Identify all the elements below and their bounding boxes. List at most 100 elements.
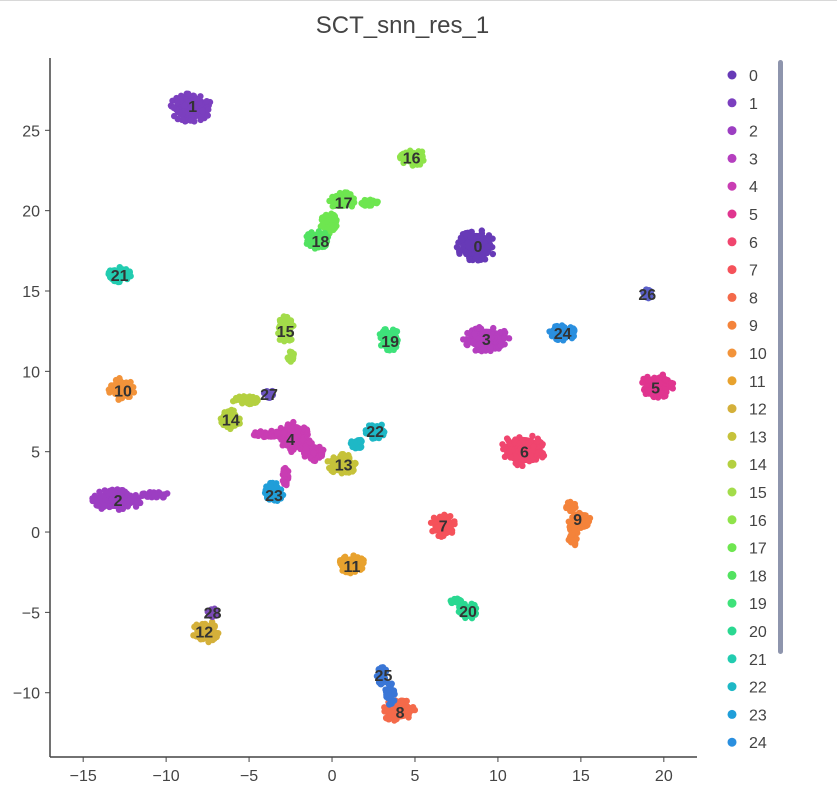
cluster-5-point (639, 379, 646, 386)
cluster-6-points (499, 432, 548, 470)
legend-item-13[interactable]: 13 (727, 429, 767, 446)
cluster-20-point (448, 597, 455, 605)
cluster-17-point (331, 212, 338, 220)
chart-title: SCT_snn_res_1 (315, 12, 490, 39)
legend-scrollbar[interactable] (778, 60, 783, 654)
legend-label: 20 (749, 624, 767, 641)
cluster-28-points (204, 605, 220, 621)
y-tick-label: −5 (22, 605, 40, 622)
legend-item-24[interactable]: 24 (727, 735, 767, 752)
cluster-4-point (306, 439, 313, 446)
legend-marker (727, 515, 737, 525)
legend-label: 13 (749, 429, 767, 446)
cluster-3-point (487, 345, 494, 352)
cluster-15-point (280, 313, 288, 320)
cluster-24-label: 24 (554, 326, 572, 343)
legend-item-1[interactable]: 1 (727, 96, 759, 113)
cluster-15-point (276, 322, 284, 329)
legend-marker (727, 570, 737, 580)
cluster-22-points (347, 421, 388, 452)
cluster-14-label: 14 (222, 413, 240, 430)
legend-item-4[interactable]: 4 (727, 179, 759, 196)
cluster-22-point (376, 427, 383, 434)
cluster-17-point (318, 222, 326, 229)
x-tick-label: −10 (153, 768, 180, 785)
legend-item-0[interactable]: 0 (727, 68, 759, 85)
cluster-20-points (447, 595, 480, 622)
legend-item-18[interactable]: 18 (727, 568, 767, 585)
cluster-27-label: 27 (260, 387, 278, 404)
cluster-9-label: 9 (573, 512, 582, 529)
legend-item-21[interactable]: 21 (727, 652, 767, 669)
legend-item-8[interactable]: 8 (727, 290, 759, 307)
legend-label: 2 (749, 124, 758, 141)
legend-item-19[interactable]: 19 (727, 596, 767, 613)
legend-label: 23 (749, 707, 767, 724)
cluster-4-label: 4 (286, 432, 295, 449)
legend-item-10[interactable]: 10 (727, 346, 767, 363)
cluster-2-points (89, 486, 171, 513)
cluster-17-label: 17 (335, 196, 353, 213)
legend-item-12[interactable]: 12 (727, 402, 767, 419)
legend-item-17[interactable]: 17 (727, 541, 767, 558)
cluster-25-point (382, 666, 390, 674)
cluster-0-label: 0 (474, 239, 483, 256)
legend-item-7[interactable]: 7 (727, 263, 759, 280)
cluster-7-point (440, 520, 447, 527)
cluster-6-point (539, 440, 546, 448)
y-tick-label: 10 (22, 364, 40, 381)
legend-item-11[interactable]: 11 (727, 374, 766, 391)
cluster-12-point (198, 622, 205, 629)
cluster-7-point (427, 519, 435, 526)
legend-item-23[interactable]: 23 (727, 707, 767, 724)
cluster-5-point (644, 377, 652, 384)
cluster-6-point (505, 437, 512, 444)
cluster-15-point (278, 330, 285, 337)
cluster-1-point (189, 107, 196, 114)
cluster-23-point (277, 486, 285, 493)
legend-marker (727, 265, 737, 275)
cluster-26-points (640, 286, 655, 302)
cluster-6-point (524, 440, 532, 447)
legend-item-5[interactable]: 5 (727, 207, 759, 224)
legend-item-15[interactable]: 15 (727, 485, 767, 502)
legend-label: 4 (749, 179, 758, 196)
cluster-6-point (500, 445, 507, 453)
legend-item-2[interactable]: 2 (727, 124, 759, 141)
y-tick-label: 0 (31, 525, 40, 542)
legend-label: 12 (749, 402, 767, 419)
legend-item-9[interactable]: 9 (727, 318, 759, 335)
cluster-17-point (363, 198, 370, 205)
cluster-23-points (261, 479, 287, 504)
legend-item-3[interactable]: 3 (727, 151, 759, 168)
legend-item-16[interactable]: 16 (727, 513, 767, 530)
cluster-4-point (279, 442, 286, 449)
top-border (0, 0, 837, 1)
legend-label: 15 (749, 485, 767, 502)
cluster-20-point (459, 611, 467, 618)
legend-item-6[interactable]: 6 (727, 235, 759, 252)
legend-marker (727, 292, 737, 302)
cluster-0-points (453, 227, 497, 264)
legend-marker (727, 153, 737, 163)
cluster-11-point (343, 566, 351, 574)
cluster-16-label: 16 (403, 151, 421, 168)
cluster-17-point (350, 199, 357, 206)
cluster-13-point (329, 468, 336, 475)
cluster-23-point (279, 491, 287, 499)
cluster-13-point (348, 463, 356, 471)
legend-item-14[interactable]: 14 (727, 457, 767, 474)
legend-item-20[interactable]: 20 (727, 624, 767, 641)
cluster-12-point (193, 621, 200, 628)
legend-item-22[interactable]: 22 (727, 680, 767, 697)
cluster-27-points (260, 387, 277, 401)
cluster-6-point (512, 436, 519, 443)
cluster-4-point (274, 430, 281, 437)
legend-label: 5 (749, 207, 758, 224)
cluster-8-point (395, 700, 403, 707)
cluster-23-point (262, 486, 269, 494)
cluster-7-point (447, 528, 455, 535)
cluster-5-point (659, 371, 666, 378)
